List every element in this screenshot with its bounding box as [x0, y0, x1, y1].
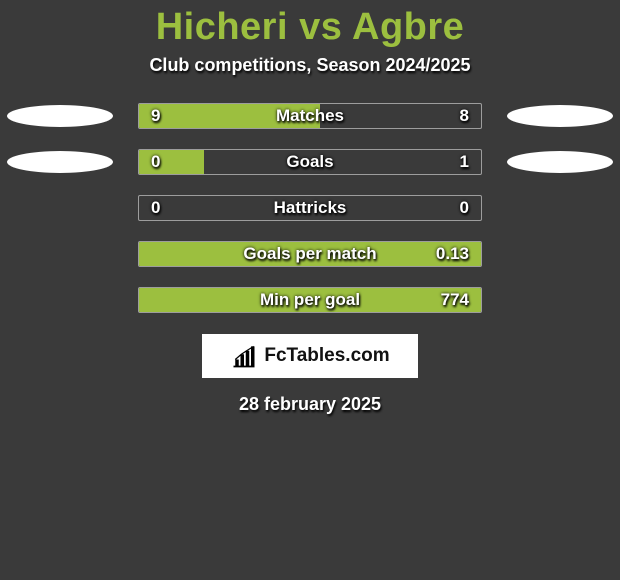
stat-value-right: 8 — [460, 104, 469, 128]
stat-label: Min per goal — [139, 288, 481, 312]
date-label: 28 february 2025 — [239, 394, 381, 415]
stat-value-right: 774 — [441, 288, 469, 312]
page-title: Hicheri vs Agbre — [156, 6, 465, 49]
stat-value-right: 0.13 — [436, 242, 469, 266]
barchart-icon — [230, 342, 258, 370]
stat-bar: 0Goals1 — [138, 149, 482, 175]
stat-label: Matches — [139, 104, 481, 128]
player-marker-right — [507, 151, 613, 173]
comparison-card: Hicheri vs Agbre Club competitions, Seas… — [0, 0, 620, 580]
player-marker-right — [507, 105, 613, 127]
footer-badge: FcTables.com — [202, 334, 418, 378]
stat-row: Goals per match0.13 — [0, 240, 620, 268]
subtitle: Club competitions, Season 2024/2025 — [149, 55, 470, 76]
stat-row: 9Matches8 — [0, 102, 620, 130]
stat-label: Goals — [139, 150, 481, 174]
stats-container: 9Matches80Goals10Hattricks0Goals per mat… — [0, 102, 620, 332]
stat-row: 0Goals1 — [0, 148, 620, 176]
stat-value-right: 1 — [460, 150, 469, 174]
stat-row: 0Hattricks0 — [0, 194, 620, 222]
stat-bar: Goals per match0.13 — [138, 241, 482, 267]
stat-value-right: 0 — [460, 196, 469, 220]
stat-label: Goals per match — [139, 242, 481, 266]
stat-bar: Min per goal774 — [138, 287, 482, 313]
stat-row: Min per goal774 — [0, 286, 620, 314]
stat-label: Hattricks — [139, 196, 481, 220]
player-marker-left — [7, 151, 113, 173]
stat-bar: 9Matches8 — [138, 103, 482, 129]
player-marker-left — [7, 105, 113, 127]
stat-bar: 0Hattricks0 — [138, 195, 482, 221]
footer-site-label: FcTables.com — [264, 345, 389, 367]
